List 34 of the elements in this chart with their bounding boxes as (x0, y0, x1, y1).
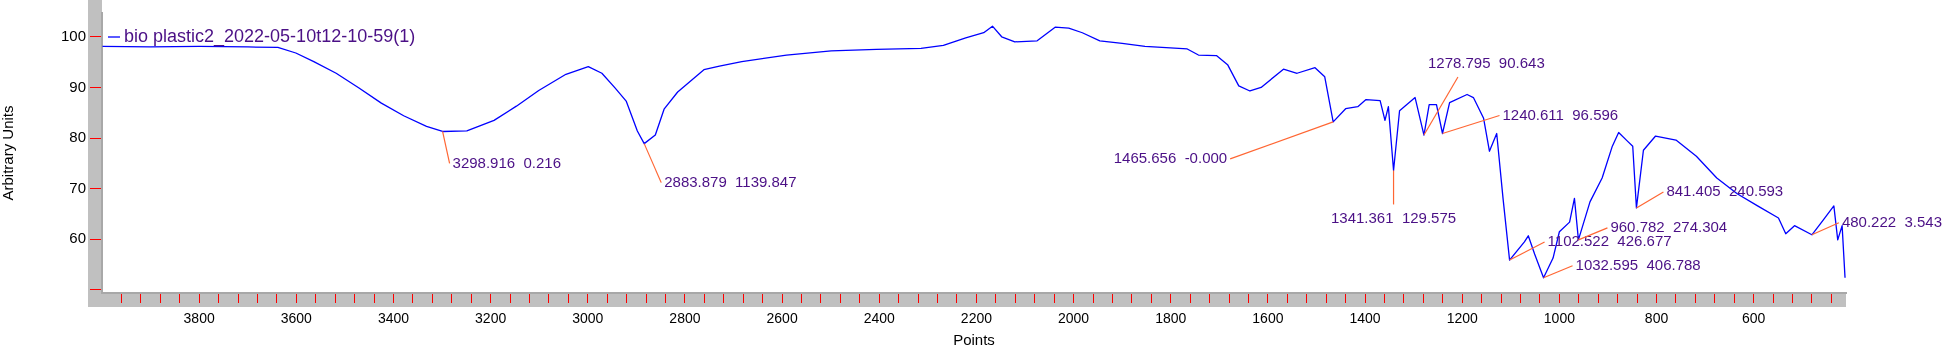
annotation: 1341.361 129.575 (1330, 208, 1457, 226)
x-tick-label: 2800 (669, 310, 701, 327)
x-tick-label: 600 (1742, 310, 1766, 327)
annotation: 2883.879 1139.847 (664, 172, 797, 190)
annotation: 3298.916 0.216 (452, 153, 562, 171)
annotation: 1465.656 -0.000 (1113, 149, 1228, 166)
x-tick-label: 3400 (377, 310, 410, 327)
x-tick-label: 1400 (1349, 310, 1381, 327)
x-tick-label: 2200 (960, 310, 993, 327)
x-tick-label: 2400 (863, 310, 896, 327)
x-tick-label: 1600 (1252, 310, 1284, 327)
x-tick-label: 3200 (475, 310, 507, 327)
y-axis-title: Arbitrary Units (0, 105, 17, 201)
x-tick-label: 1800 (1155, 310, 1187, 327)
annotation: 960.782 274.304 (1610, 217, 1728, 235)
x-tick-label: 3600 (280, 310, 313, 327)
x-tick-label: 3000 (572, 310, 604, 327)
x-axis-title: Points (953, 331, 995, 349)
y-tick-label: 80 (69, 128, 86, 146)
y-tick-label: 90 (69, 77, 86, 95)
y-tick-label: 60 (69, 229, 86, 247)
annotation: 1240.611 96.596 (1502, 105, 1619, 123)
annotation: 1278.795 90.643 (1427, 54, 1545, 72)
y-tick-label: 100 (60, 26, 86, 44)
x-tick-label: 3800 (183, 310, 215, 327)
annotation: 1032.595 406.788 (1575, 255, 1701, 273)
legend-label: bio plastic2_2022-05-10t12-10-59(1) (124, 25, 416, 47)
annotation: 480.222 3.543 (1841, 212, 1942, 230)
x-tick-label: 2000 (1058, 310, 1090, 327)
x-tick-label: 1200 (1446, 310, 1478, 327)
x-tick-label: 2600 (766, 310, 798, 327)
x-tick-label: 800 (1644, 310, 1669, 327)
x-tick-label: 1000 (1543, 310, 1576, 327)
y-tick-label: 70 (69, 178, 86, 196)
